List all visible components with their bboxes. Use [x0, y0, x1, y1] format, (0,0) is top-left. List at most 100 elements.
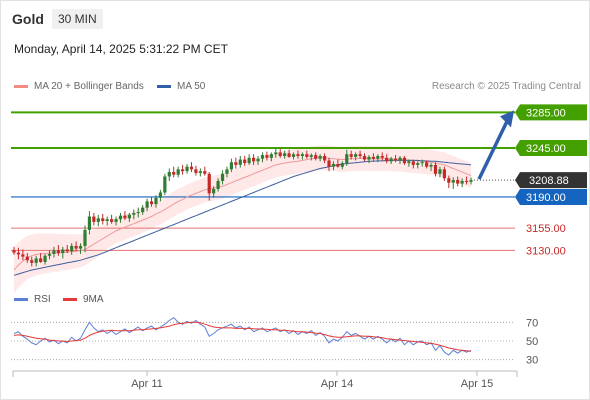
- candle-body-93: [425, 162, 429, 167]
- candle-body-61: [283, 153, 287, 156]
- candle-body-63: [291, 154, 296, 157]
- candle-body-70: [322, 155, 327, 161]
- level-label-0: 3285.00: [526, 107, 566, 119]
- candle-body-64: [296, 154, 300, 156]
- candle-body-101: [460, 180, 464, 184]
- projection-arrow-shaft: [477, 120, 509, 180]
- candle-body-80: [367, 156, 371, 160]
- candle-body-91: [416, 163, 420, 165]
- candle-body-45: [212, 188, 216, 194]
- candle-body-86: [393, 158, 398, 161]
- candle-body-51: [238, 159, 242, 165]
- candle-body-39: [185, 166, 189, 172]
- candle-body-10: [56, 250, 60, 254]
- candle-body-65: [300, 154, 304, 156]
- candle-body-42: [198, 171, 202, 173]
- candle-body-94: [429, 164, 433, 167]
- candle-body-84: [385, 157, 389, 162]
- candle-body-2: [21, 254, 25, 257]
- candle-body-37: [176, 169, 180, 175]
- level-label-3: 3155.00: [526, 223, 566, 235]
- candle-body-20: [101, 218, 105, 221]
- candle-body-100: [456, 180, 460, 184]
- candle-body-83: [380, 155, 384, 158]
- candle-body-36: [172, 172, 176, 175]
- candle-body-17: [87, 216, 92, 230]
- candle-body-27: [132, 212, 136, 215]
- candle-body-55: [256, 158, 260, 162]
- candle-body-49: [229, 162, 234, 170]
- candle-body-68: [314, 155, 318, 159]
- legend-ma50-label: MA 50: [177, 81, 206, 92]
- rsi-level-label-0: 70: [526, 317, 538, 329]
- candle-body-99: [451, 180, 455, 183]
- candle-body-102: [464, 180, 469, 182]
- candle-body-16: [83, 229, 87, 246]
- candle-body-73: [336, 164, 340, 167]
- current-price-tag: [515, 172, 587, 189]
- candle-body-77: [354, 154, 358, 157]
- candle-body-98: [447, 178, 451, 183]
- candle-body-54: [251, 157, 256, 162]
- candle-body-34: [163, 176, 167, 193]
- candle-body-38: [181, 169, 185, 172]
- candle-body-96: [438, 169, 442, 174]
- legend-ma50: MA 50: [157, 81, 205, 92]
- projection-arrow-head: [500, 110, 514, 128]
- candle-body-13: [70, 245, 74, 252]
- candle-body-71: [327, 160, 331, 167]
- x-tick-label-1: Apr 14: [321, 378, 353, 390]
- candle-body-103: [469, 180, 473, 182]
- ma9-swatch: [63, 298, 77, 301]
- candle-body-18: [92, 216, 96, 222]
- candle-body-19: [96, 218, 100, 222]
- candle-body-43: [203, 171, 207, 174]
- candle-body-8: [47, 253, 52, 256]
- candle-body-60: [278, 152, 282, 156]
- candle-body-7: [43, 255, 47, 262]
- candle-body-81: [371, 156, 375, 159]
- legend-ma20-label: MA 20 + Bollinger Bands: [34, 81, 144, 92]
- datetime-label: Monday, April 14, 2025 5:31:22 PM CET: [14, 42, 228, 56]
- candle-body-22: [110, 219, 114, 222]
- ma50-swatch: [157, 85, 171, 88]
- candle-body-50: [234, 162, 238, 165]
- candle-body-46: [216, 180, 220, 189]
- candle-body-0: [12, 250, 16, 253]
- candle-body-11: [61, 249, 65, 254]
- candle-body-3: [25, 256, 29, 261]
- legend-ma20: MA 20 + Bollinger Bands: [14, 81, 144, 92]
- candle-body-31: [149, 201, 154, 205]
- instrument-title: Gold: [12, 11, 44, 27]
- candle-body-58: [269, 154, 273, 158]
- candle-body-67: [309, 155, 313, 157]
- rsi-level-label-2: 30: [526, 355, 538, 367]
- candle-body-82: [376, 155, 380, 159]
- candle-body-25: [123, 215, 127, 219]
- candle-body-53: [247, 157, 251, 164]
- level-tag-1: [515, 139, 587, 156]
- candle-body-97: [442, 169, 446, 179]
- level-tag-2: [515, 188, 587, 205]
- candle-body-47: [220, 173, 225, 181]
- candle-body-33: [158, 192, 163, 198]
- candle-body-9: [52, 250, 56, 254]
- candle-body-66: [305, 154, 309, 157]
- candle-body-1: [16, 252, 21, 255]
- candle-body-41: [194, 169, 198, 173]
- legend-ma9: 9MA: [63, 294, 104, 305]
- candle-body-89: [407, 161, 411, 164]
- level-label-2: 3190.00: [526, 192, 566, 204]
- candle-body-35: [167, 172, 171, 177]
- rsi-level-label-1: 50: [526, 336, 538, 348]
- candle-body-30: [145, 201, 149, 208]
- candle-body-28: [136, 212, 140, 214]
- legend-rsi: RSI: [14, 294, 51, 305]
- level-tag-0: [515, 104, 587, 121]
- candle-body-74: [340, 163, 344, 167]
- candle-body-23: [114, 219, 118, 222]
- timeframe-badge[interactable]: 30 MIN: [52, 9, 103, 29]
- candle-body-21: [105, 219, 109, 221]
